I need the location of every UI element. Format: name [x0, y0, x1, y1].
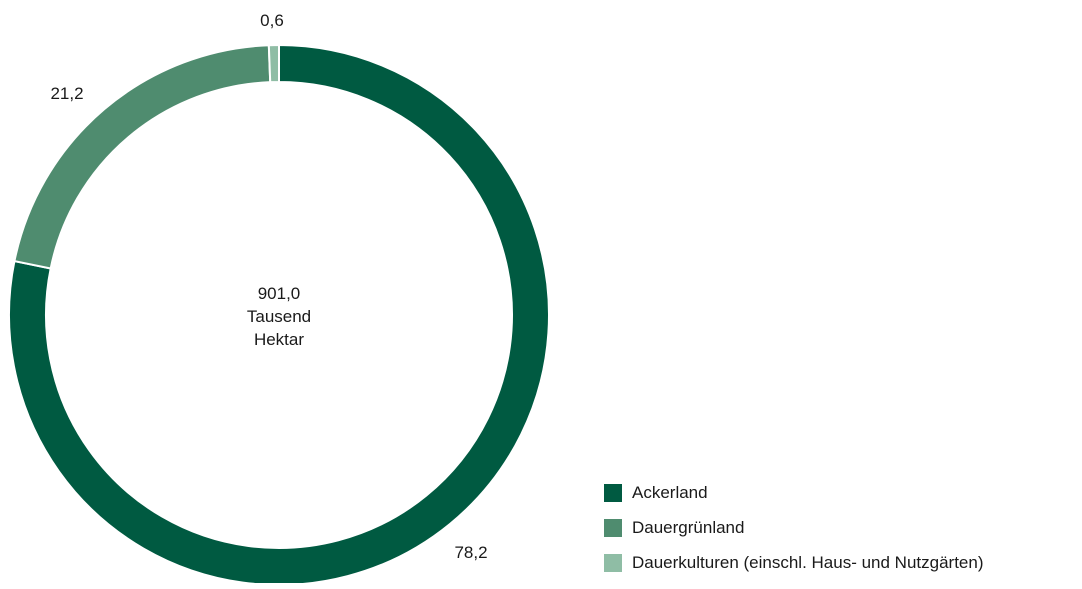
legend-swatch-dauergruenland — [604, 519, 622, 537]
legend-label-ackerland: Ackerland — [632, 483, 708, 502]
center-unit-line2: Hektar — [254, 330, 304, 349]
legend: Ackerland Dauergrünland Dauerkulturen (e… — [604, 483, 984, 589]
slice-value-label-1: 21,2 — [50, 84, 83, 103]
legend-item-dauergruenland: Dauergrünland — [604, 518, 984, 537]
center-total-value: 901,0 — [258, 284, 301, 303]
donut-slice-0 — [8, 43, 550, 586]
slice-value-label-2: 0,6 — [260, 11, 284, 30]
legend-swatch-ackerland — [604, 484, 622, 502]
donut-slice-1 — [13, 44, 272, 270]
slice-value-labels: 78,2 21,2 0,6 — [50, 11, 487, 562]
legend-item-ackerland: Ackerland — [604, 483, 984, 502]
legend-item-dauerkulturen: Dauerkulturen (einschl. Haus- und Nutzgä… — [604, 553, 984, 572]
donut-slice-2 — [267, 43, 280, 84]
slice-value-label-0: 78,2 — [454, 543, 487, 562]
donut-slices — [8, 43, 550, 586]
center-unit-line1: Tausend — [247, 307, 311, 326]
legend-label-dauergruenland: Dauergrünland — [632, 518, 745, 537]
legend-label-dauerkulturen: Dauerkulturen (einschl. Haus- und Nutzgä… — [632, 553, 984, 572]
legend-swatch-dauerkulturen — [604, 554, 622, 572]
